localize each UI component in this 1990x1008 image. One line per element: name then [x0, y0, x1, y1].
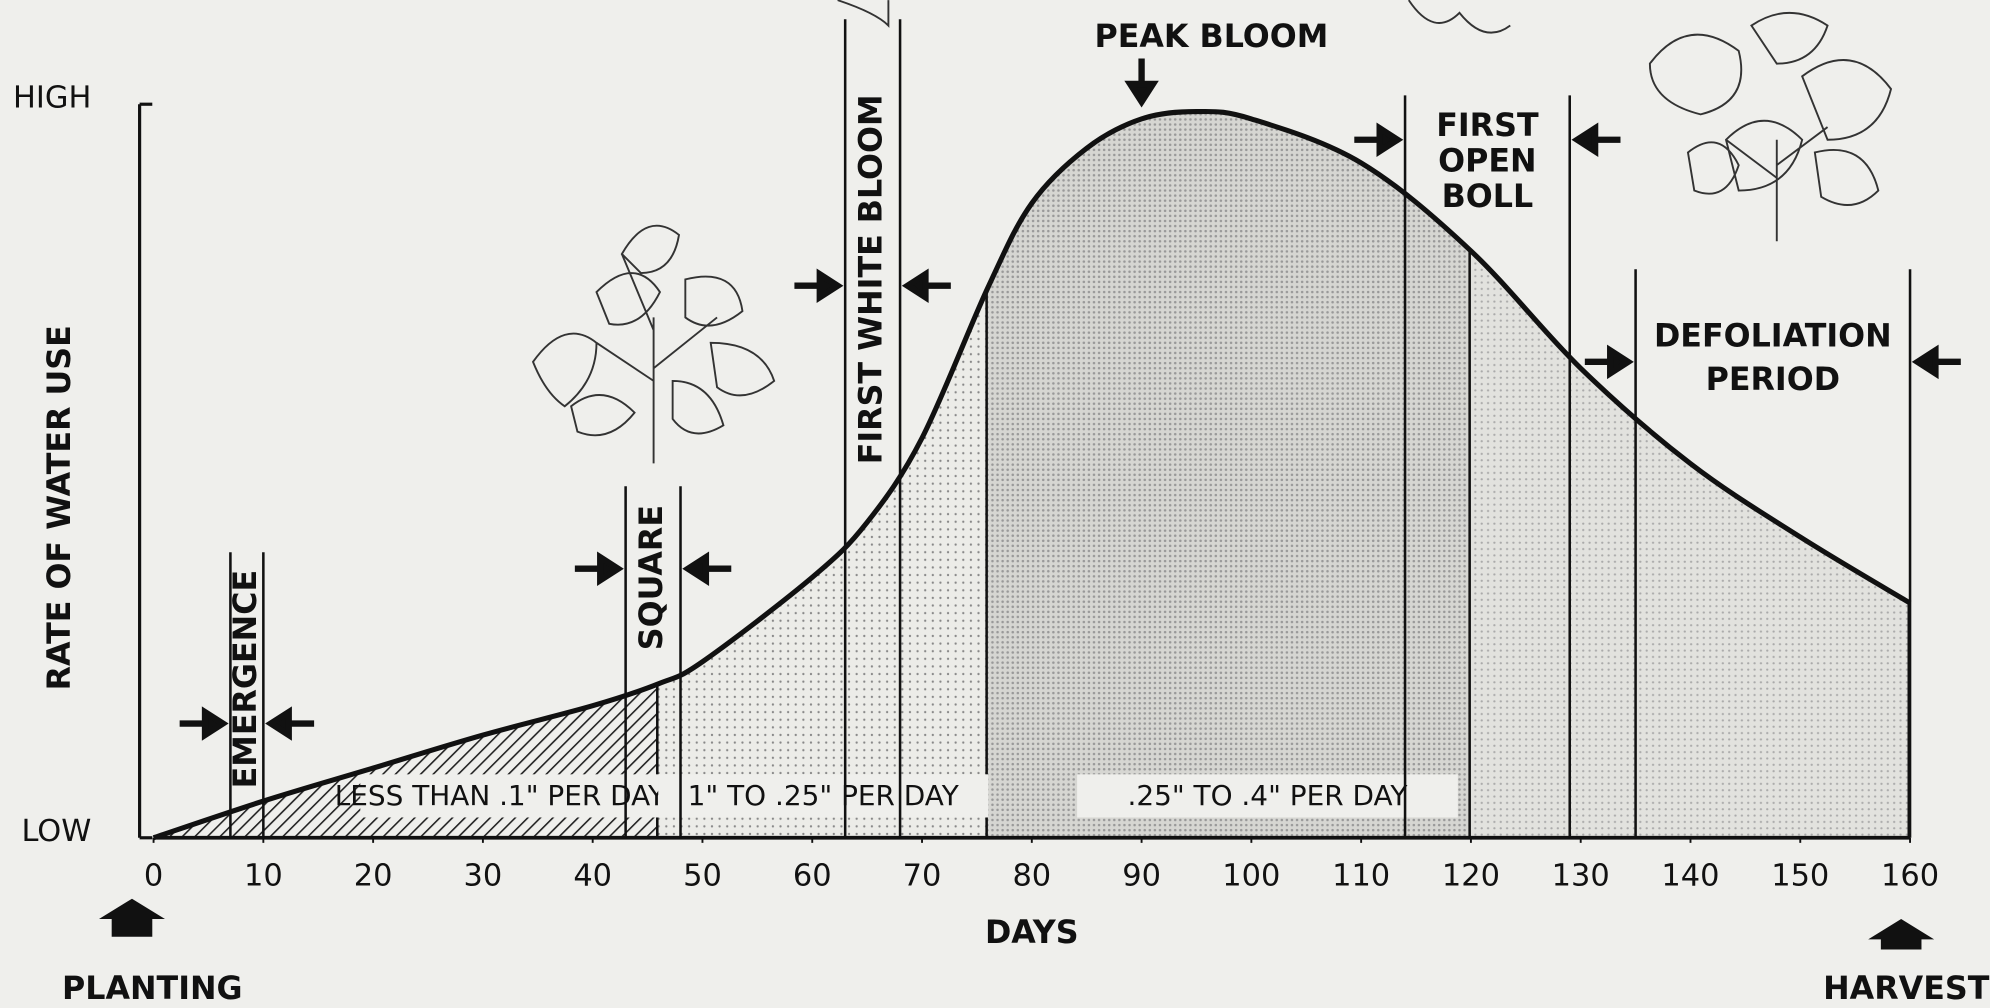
x-tick-label: 70 [903, 859, 942, 894]
stage-label: OPEN [1438, 144, 1536, 180]
x-tick-label: 80 [1012, 859, 1051, 894]
stage-arrow [682, 551, 732, 586]
water-use-region [987, 111, 1471, 838]
stage-arrow [1354, 122, 1404, 157]
y-tick-label: LOW [21, 814, 91, 849]
stage-label: DEFOLIATION [1654, 319, 1892, 355]
x-tick-label: 0 [144, 859, 163, 894]
stage-arrow [794, 268, 844, 303]
stage-label: SQUARE [634, 505, 670, 650]
water-use-curve [152, 108, 1912, 841]
region-label-bg [1077, 774, 1458, 818]
stage-arrow [1911, 344, 1961, 380]
x-tick-label: 50 [683, 859, 722, 894]
planting-icon [98, 898, 165, 937]
x-tick-label: 140 [1661, 859, 1719, 894]
stage-label: EMERGENCE [228, 570, 264, 789]
region-label-bg [658, 774, 989, 818]
x-tick-label: 120 [1442, 859, 1500, 894]
x-axis-label: DAYS [985, 915, 1079, 951]
regions [153, 111, 1911, 838]
stage-arrow [179, 706, 229, 741]
x-tick-label: 60 [793, 859, 832, 894]
x-tick-label: 160 [1881, 859, 1939, 894]
stage-arrow [265, 706, 315, 741]
x-tick-label: 40 [573, 859, 612, 894]
stage-arrow [1571, 122, 1621, 157]
harvest-label: HARVEST [1823, 971, 1990, 1007]
plant-illustration [531, 0, 1893, 464]
x-tick-label: 130 [1552, 859, 1610, 894]
region-label-bg [360, 774, 691, 818]
y-axis-label: RATE OF WATER USE [42, 325, 78, 690]
stage-label: PERIOD [1706, 362, 1840, 398]
y-tick-label: HIGH [13, 81, 91, 116]
x-tick-label: 110 [1332, 859, 1390, 894]
planting-label: PLANTING [62, 971, 243, 1007]
region-label: LESS THAN .1" PER DAY [335, 779, 666, 812]
x-tick-label: 150 [1771, 859, 1829, 894]
water-use-region [1470, 111, 1911, 838]
stage-label: BOLL [1442, 179, 1534, 215]
x-tick-label: 30 [464, 859, 503, 894]
peak-arrow [1124, 58, 1159, 108]
stage-label: FIRST WHITE BLOOM [854, 94, 890, 464]
region-label: .25" TO .4" PER DAY [1127, 779, 1408, 812]
stage-label: FIRST [1436, 108, 1539, 144]
harvest-icon [1868, 919, 1935, 950]
x-tick-label: 10 [244, 859, 283, 894]
x-tick-label: 100 [1222, 859, 1280, 894]
stage-arrow [1584, 344, 1634, 380]
peak-label: PEAK BLOOM [1094, 19, 1328, 55]
x-tick-label: 20 [354, 859, 393, 894]
water-use-region [658, 111, 988, 838]
region-label: 1" TO .25" PER DAY [688, 779, 960, 812]
stage-arrow [574, 551, 624, 586]
stage-arrow [901, 268, 951, 303]
x-tick-label: 90 [1122, 859, 1161, 894]
